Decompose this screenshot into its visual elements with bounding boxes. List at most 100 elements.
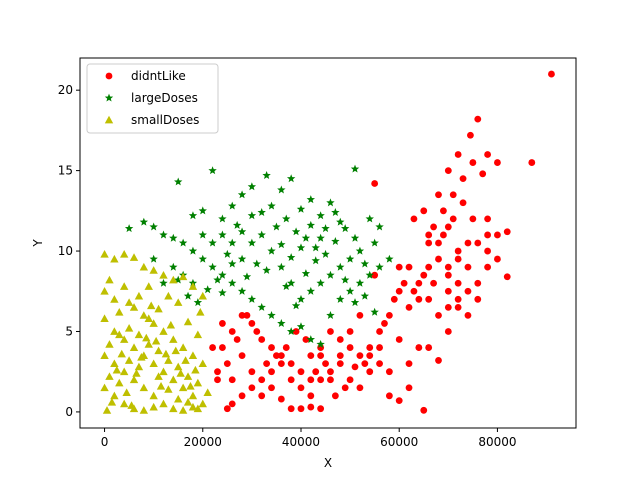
data-point xyxy=(311,243,320,252)
data-point xyxy=(102,406,112,414)
data-point xyxy=(375,262,384,271)
data-point xyxy=(247,182,257,191)
data-point xyxy=(484,247,492,255)
data-point xyxy=(360,259,370,268)
data-point xyxy=(366,344,374,351)
data-point xyxy=(282,282,291,290)
data-point xyxy=(257,302,266,311)
data-point xyxy=(336,217,345,226)
data-point xyxy=(425,263,433,271)
data-point xyxy=(459,175,467,183)
data-point xyxy=(178,272,188,281)
data-point xyxy=(134,291,144,300)
data-point xyxy=(218,230,227,239)
data-point xyxy=(149,319,158,327)
data-point xyxy=(435,191,442,199)
data-point xyxy=(415,295,423,303)
data-point xyxy=(237,286,247,295)
data-point xyxy=(127,401,136,409)
data-point xyxy=(301,269,311,278)
data-point xyxy=(124,356,134,364)
legend-item-smallDoses: smallDoses xyxy=(104,113,199,127)
data-point xyxy=(381,320,388,327)
data-point xyxy=(287,405,295,413)
data-point xyxy=(365,270,374,279)
data-point xyxy=(161,349,171,358)
data-point xyxy=(208,262,217,271)
data-point xyxy=(395,263,403,271)
data-point xyxy=(139,383,149,392)
data-point xyxy=(316,339,325,348)
data-point xyxy=(479,170,487,178)
data-point xyxy=(464,239,472,247)
data-point xyxy=(159,367,168,376)
data-point xyxy=(277,185,286,194)
data-point xyxy=(223,360,231,368)
data-point xyxy=(218,270,227,279)
data-point xyxy=(258,392,266,400)
data-point xyxy=(110,359,119,368)
data-point xyxy=(139,262,149,271)
data-point xyxy=(317,405,325,413)
data-point xyxy=(214,376,221,384)
data-point xyxy=(188,391,198,400)
data-point xyxy=(110,254,119,263)
data-point xyxy=(291,227,301,236)
data-point xyxy=(366,352,374,360)
x-tick-label: 60000 xyxy=(380,435,418,449)
data-point xyxy=(119,282,129,290)
data-point xyxy=(449,215,457,223)
data-point xyxy=(119,367,129,376)
x-tick-label: 20000 xyxy=(184,435,222,449)
legend-item-didntLike: didntLike xyxy=(105,69,186,83)
y-tick-label: 0 xyxy=(65,405,73,419)
data-point xyxy=(188,211,198,220)
data-point xyxy=(219,320,226,327)
data-point xyxy=(444,287,452,295)
data-point xyxy=(248,368,256,376)
data-point xyxy=(365,214,374,223)
data-point xyxy=(370,238,379,247)
data-point xyxy=(321,249,330,258)
data-point xyxy=(395,336,403,343)
data-point xyxy=(351,363,359,371)
series-largeDoses xyxy=(124,164,394,348)
data-point xyxy=(454,295,462,303)
data-point xyxy=(371,271,379,279)
data-point xyxy=(356,384,364,392)
data-point xyxy=(464,311,472,319)
data-point xyxy=(326,198,335,207)
legend-marker xyxy=(104,115,114,124)
data-point xyxy=(469,215,477,223)
series-didntLike xyxy=(209,70,555,414)
data-point xyxy=(228,238,237,247)
data-point xyxy=(248,320,256,327)
data-point xyxy=(287,376,295,384)
data-point xyxy=(405,303,413,311)
data-point xyxy=(203,285,212,294)
data-point xyxy=(385,392,393,400)
data-point xyxy=(142,333,151,342)
data-point xyxy=(327,376,334,384)
data-point xyxy=(277,319,286,327)
data-point xyxy=(149,266,158,274)
data-point xyxy=(415,279,423,287)
data-point xyxy=(193,330,203,339)
data-point xyxy=(149,222,158,231)
data-point xyxy=(188,351,198,360)
data-point xyxy=(464,287,472,295)
data-point xyxy=(444,271,452,279)
data-point xyxy=(174,275,183,284)
data-point xyxy=(139,217,149,226)
data-point xyxy=(248,384,256,392)
data-point xyxy=(169,262,178,271)
data-point xyxy=(405,384,413,392)
data-point xyxy=(156,381,166,390)
data-point xyxy=(213,275,222,284)
data-point xyxy=(296,294,306,303)
data-point xyxy=(268,384,275,392)
data-point xyxy=(151,336,161,345)
data-point xyxy=(268,344,275,351)
data-point xyxy=(425,239,433,247)
data-point xyxy=(435,311,442,319)
